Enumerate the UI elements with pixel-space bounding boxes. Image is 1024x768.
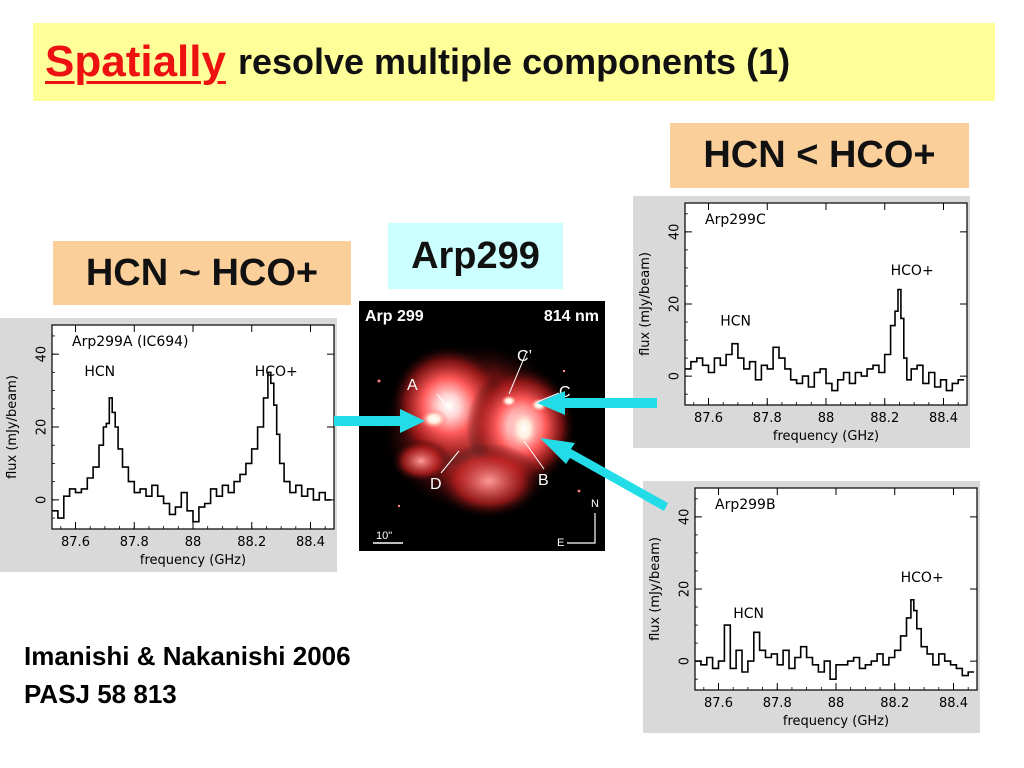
spectrum-line-a-0 <box>52 371 332 523</box>
label-arp299-text: Arp299 <box>411 234 540 277</box>
x-tick-label-c: 88 <box>818 411 835 426</box>
marker-c-prime: C’ <box>517 348 532 365</box>
compass-e: E <box>557 537 564 549</box>
plot-area-b <box>694 487 978 691</box>
x-tick-label-c: 87.8 <box>753 411 782 426</box>
y-tick-label-c: 40 <box>668 224 683 241</box>
annotation-a-1: HCO+ <box>255 364 298 380</box>
x-tick-label-b: 88 <box>828 696 845 711</box>
y-tick-label-b: 0 <box>678 657 693 665</box>
x-tick-label-b: 87.8 <box>763 696 792 711</box>
title-text: resolve multiple components (1) <box>237 41 791 82</box>
y-tick-label-a: 40 <box>35 346 50 363</box>
label-hcn-less-text: HCN < HCO+ <box>703 134 936 176</box>
y-tick-label-c: 0 <box>668 372 683 380</box>
marker-d: D <box>430 476 442 493</box>
label-hcn-similar-text: HCN ~ HCO+ <box>85 251 319 294</box>
title-emphasis: Spatially <box>45 37 226 86</box>
x-tick-label-b: 88.4 <box>939 696 968 711</box>
spectrum-panel-b: 87.6 87.8 88 88.2 88.4 0 20 40 frequency (GHz) fl… <box>643 481 980 733</box>
x-tick-label-b: 87.6 <box>704 696 733 711</box>
scale-label: 10" <box>376 530 392 542</box>
x-tick-label-a: 88 <box>185 535 202 550</box>
x-axis-label-a: frequency (GHz) <box>140 553 246 568</box>
spectrum-panel-a: 87.6 87.8 88 88.2 88.4 0 20 40 frequency (GHz) fl… <box>0 318 337 572</box>
label-arp299: Arp299 <box>388 223 563 289</box>
image-band: 814 nm <box>544 308 599 325</box>
chart-title-b: Arp299B <box>715 497 776 513</box>
x-axis-label-b: frequency (GHz) <box>783 714 889 729</box>
x-axis-label-c: frequency (GHz) <box>773 429 879 444</box>
citation-line2: PASJ 58 813 <box>24 679 177 709</box>
x-tick-label-b: 88.2 <box>880 696 909 711</box>
galaxy-image: Arp 299 814 nm A C’ C D B 10" N E <box>359 301 605 551</box>
annotation-b-1: HCO+ <box>901 570 944 586</box>
citation-line1: Imanishi & Nakanishi 2006 <box>24 641 351 671</box>
marker-b: B <box>538 472 549 489</box>
y-tick-label-b: 20 <box>678 581 693 598</box>
compass <box>567 513 596 544</box>
title-bar: Spatially resolve multiple components (1… <box>33 23 995 101</box>
x-tick-label-a: 87.8 <box>120 535 149 550</box>
compass-n: N <box>591 498 599 510</box>
y-axis-label-a: flux (mJy/beam) <box>5 375 20 479</box>
spectrum-a-svg: 87.6 87.8 88 88.2 88.4 0 20 40 frequency (GHz) fl… <box>0 318 337 572</box>
y-axis-label-b: flux (mJy/beam) <box>648 537 663 641</box>
x-tick-label-c: 88.4 <box>929 411 958 426</box>
spectrum-line-c-0 <box>685 288 965 392</box>
marker-c: C <box>559 384 571 401</box>
spectrum-c-svg: 87.6 87.8 88 88.2 88.4 0 20 40 frequency (GHz) fl… <box>633 196 970 448</box>
x-tick-label-a: 87.6 <box>61 535 90 550</box>
marker-a: A <box>407 377 418 394</box>
galaxy-svg: Arp 299 814 nm A C’ C D B 10" N E <box>359 301 605 551</box>
x-tick-label-c: 87.6 <box>694 411 723 426</box>
image-name: Arp 299 <box>365 308 424 325</box>
y-tick-label-a: 20 <box>35 419 50 436</box>
x-tick-label-c: 88.2 <box>870 411 899 426</box>
annotation-c-1: HCO+ <box>891 263 934 279</box>
label-hcn-similar: HCN ~ HCO+ <box>53 241 351 305</box>
chart-title-c: Arp299C <box>705 212 766 228</box>
chart-title-a: Arp299A (IC694) <box>72 334 189 350</box>
plot-area-a <box>51 324 335 530</box>
annotation-b-0: HCN <box>733 606 764 622</box>
y-tick-label-a: 0 <box>35 496 50 504</box>
y-tick-label-b: 40 <box>678 509 693 526</box>
label-hcn-less: HCN < HCO+ <box>670 123 969 188</box>
spectrum-line-b-0 <box>695 599 975 680</box>
citation: Imanishi & Nakanishi 2006 PASJ 58 813 <box>24 637 351 713</box>
annotation-c-0: HCN <box>720 314 751 330</box>
x-tick-label-a: 88.4 <box>296 535 325 550</box>
annotation-a-0: HCN <box>84 364 115 380</box>
y-axis-label-c: flux (mJy/beam) <box>638 252 653 356</box>
spectrum-panel-c: 87.6 87.8 88 88.2 88.4 0 20 40 frequency (GHz) fl… <box>633 196 970 448</box>
y-tick-label-c: 20 <box>668 296 683 313</box>
x-tick-label-a: 88.2 <box>237 535 266 550</box>
spectrum-b-svg: 87.6 87.8 88 88.2 88.4 0 20 40 frequency (GHz) fl… <box>643 481 980 733</box>
